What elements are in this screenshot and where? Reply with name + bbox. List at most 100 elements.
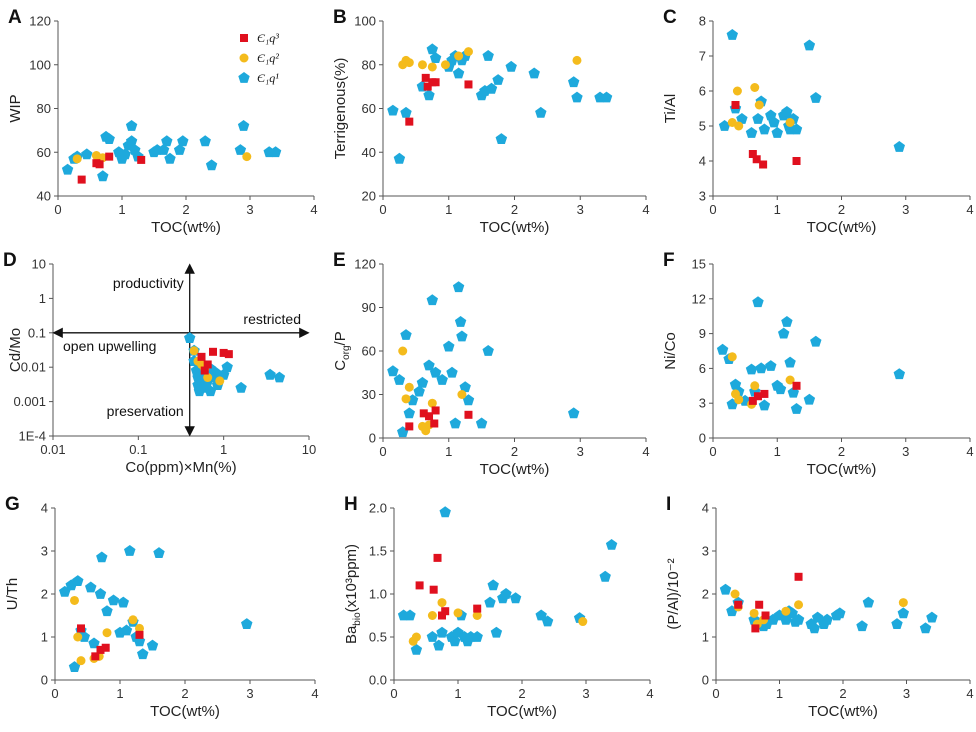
data-point-q3 xyxy=(752,155,761,164)
data-point-q1 xyxy=(541,615,554,627)
data-point-q1 xyxy=(85,581,97,593)
data-point-q1 xyxy=(765,360,777,371)
data-point-q1 xyxy=(605,539,618,550)
data-point-q1 xyxy=(482,50,494,61)
data-point-q1 xyxy=(429,52,442,63)
data-point-q1 xyxy=(718,120,731,131)
data-point-q2 xyxy=(785,375,795,385)
data-point-q3 xyxy=(415,581,424,590)
x-tick-label: 4 xyxy=(642,444,649,459)
x-tick-label: 1 xyxy=(454,686,461,701)
data-point-q1 xyxy=(241,618,253,629)
x-tick-label: 2 xyxy=(838,202,845,217)
y-tick-label: 1E-4 xyxy=(19,429,46,444)
data-point-q3 xyxy=(197,352,206,361)
data-point-q1 xyxy=(487,579,499,591)
data-point-q1 xyxy=(400,106,412,118)
x-axis-title: Co(ppm)×Mn(%) xyxy=(125,459,236,476)
data-point-q3 xyxy=(760,389,769,398)
x-tick-label: 1 xyxy=(774,202,781,217)
y-tick-label: 0.5 xyxy=(369,630,387,645)
y-tick-label: 6 xyxy=(699,361,706,376)
data-point-q1 xyxy=(755,362,767,374)
data-point-q1 xyxy=(893,368,905,380)
y-tick-label: 4 xyxy=(699,154,706,169)
data-point-q3 xyxy=(433,553,442,562)
y-axis-title: Ti/Al xyxy=(662,94,679,123)
x-tick-label: 0 xyxy=(379,202,386,217)
x-tick-label: 1 xyxy=(445,444,452,459)
data-point-q1 xyxy=(571,91,583,103)
legend-marker-q1 xyxy=(238,72,250,83)
data-point-q1 xyxy=(781,106,793,117)
data-point-q1 xyxy=(393,152,406,164)
y-tick-label: 80 xyxy=(37,101,51,116)
x-tick-label: 0 xyxy=(709,444,716,459)
data-point-q1 xyxy=(153,547,165,558)
data-point-q1 xyxy=(803,39,816,51)
data-point-q1 xyxy=(745,127,758,138)
data-point-q3 xyxy=(431,406,440,415)
data-point-q1 xyxy=(269,146,282,158)
data-point-q1 xyxy=(436,374,448,385)
x-tick-label: 4 xyxy=(966,686,973,701)
x-tick-label: 3 xyxy=(246,202,253,217)
data-point-q2 xyxy=(727,352,737,362)
data-point-q3 xyxy=(91,652,100,661)
data-point-q2 xyxy=(102,628,112,638)
y-tick-label: 40 xyxy=(37,189,51,204)
data-point-q3 xyxy=(219,348,228,357)
data-point-q1 xyxy=(484,596,496,608)
data-point-q1 xyxy=(164,152,176,164)
data-point-q1 xyxy=(459,381,471,393)
data-point-q1 xyxy=(124,545,136,556)
legend-label-q1: Є₁q¹ xyxy=(257,71,279,85)
data-point-q3 xyxy=(137,155,146,164)
data-point-q1 xyxy=(726,29,738,40)
data-point-q3 xyxy=(761,611,770,620)
annotation-restricted: restricted xyxy=(243,311,301,327)
x-tick-label: 1 xyxy=(774,444,781,459)
data-point-q2 xyxy=(76,656,86,666)
x-tick-label: 2 xyxy=(181,686,188,701)
data-point-q3 xyxy=(209,347,218,356)
x-tick-label: 0 xyxy=(51,686,58,701)
data-point-q1 xyxy=(439,506,451,518)
data-point-q2 xyxy=(463,47,473,57)
x-tick-label: 0 xyxy=(390,686,397,701)
x-tick-label: 2 xyxy=(511,202,518,217)
data-point-q1 xyxy=(416,376,429,388)
y-tick-label: 0 xyxy=(369,431,376,446)
data-point-q1 xyxy=(400,329,412,340)
data-point-q3 xyxy=(419,409,428,418)
data-point-q1 xyxy=(452,281,465,293)
x-tick-label: 2 xyxy=(838,444,845,459)
x-tick-label: 0 xyxy=(712,686,719,701)
data-point-q1 xyxy=(429,366,442,378)
x-tick-label: 3 xyxy=(582,686,589,701)
data-point-q1 xyxy=(107,594,120,606)
y-tick-label: 15 xyxy=(692,257,706,272)
data-point-q1 xyxy=(810,335,822,347)
data-point-q1 xyxy=(495,133,508,144)
data-point-q1 xyxy=(568,76,580,88)
panel-label: B xyxy=(333,7,347,28)
data-point-q3 xyxy=(748,150,757,158)
data-point-q1 xyxy=(117,596,129,608)
data-point-q1 xyxy=(454,316,467,327)
data-point-q1 xyxy=(599,570,611,582)
data-point-q1 xyxy=(778,327,790,339)
chart-panel-d: 0.01 0.1 1 10 1E-4 0.001 0.01 0.1 1 10 Co(ppm)×Mn(… xyxy=(3,250,316,476)
data-point-q3 xyxy=(792,381,801,390)
data-point-q3 xyxy=(423,82,432,91)
data-point-q1 xyxy=(119,148,131,160)
x-tick-label: 0 xyxy=(54,202,61,217)
data-point-q1 xyxy=(184,332,196,343)
data-point-q1 xyxy=(403,407,415,419)
panel-label: E xyxy=(333,250,346,271)
data-point-q1 xyxy=(426,43,438,55)
data-point-q1 xyxy=(120,624,133,636)
legend-marker-q3 xyxy=(240,34,248,42)
x-axis-title: TOC(wt%) xyxy=(808,703,878,720)
